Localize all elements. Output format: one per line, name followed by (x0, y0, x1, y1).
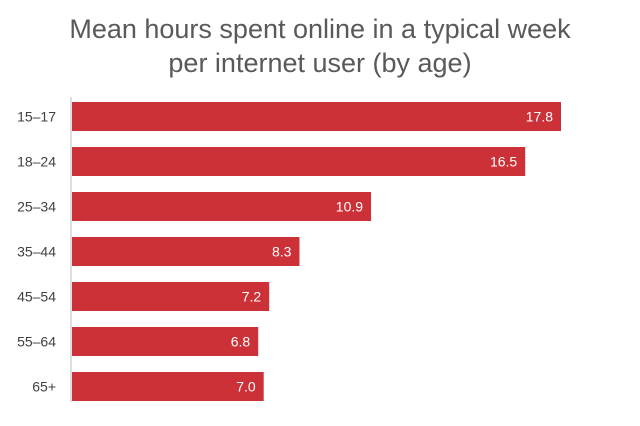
bar-3 (72, 192, 372, 221)
chart-title-line-1: Mean hours spent online in a typical wee… (69, 14, 571, 44)
bar-2 (72, 147, 526, 176)
category-label: 15–17 (17, 109, 56, 125)
value-label: 17.8 (526, 109, 553, 125)
category-label: 18–24 (17, 154, 56, 170)
category-label: 25–34 (17, 199, 56, 215)
category-label: 45–54 (17, 289, 56, 305)
value-label: 6.8 (231, 334, 251, 350)
category-label: 55–64 (17, 334, 56, 350)
chart-title-line-2: per internet user (by age) (168, 48, 472, 78)
bar-7 (72, 372, 264, 401)
value-label: 16.5 (490, 154, 517, 170)
category-label: 35–44 (17, 244, 56, 260)
category-label: 65+ (32, 379, 56, 395)
bar-6 (72, 327, 259, 356)
value-label: 7.2 (242, 289, 262, 305)
value-label: 10.9 (336, 199, 363, 215)
chart-title: Mean hours spent online in a typical wee… (0, 12, 640, 80)
bar-1 (72, 102, 561, 131)
bar-4 (72, 237, 300, 266)
value-label: 8.3 (272, 244, 292, 260)
value-label: 7.0 (236, 379, 256, 395)
bar-5 (72, 282, 270, 311)
